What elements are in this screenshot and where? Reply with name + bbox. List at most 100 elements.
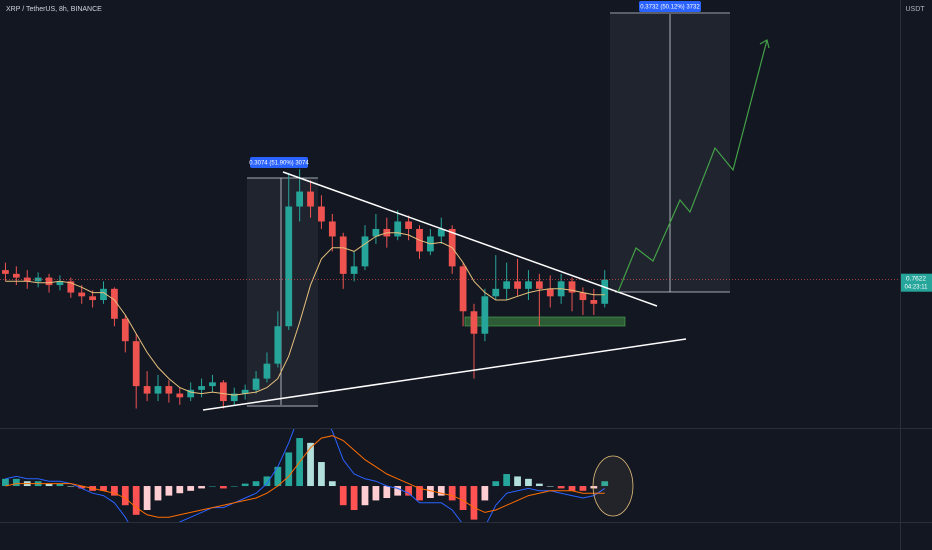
support-zone	[464, 316, 626, 327]
measure-box	[247, 178, 318, 407]
histogram-bar	[2, 478, 9, 487]
histogram-bar	[100, 486, 107, 491]
candle-body	[579, 292, 587, 301]
candle-body	[339, 236, 347, 274]
histogram-bar	[557, 486, 565, 489]
candle-body	[132, 341, 140, 387]
candle-body	[492, 288, 500, 297]
histogram-bar	[241, 483, 249, 487]
candle-body	[219, 382, 227, 402]
macd-pane	[2, 429, 609, 522]
histogram-bar	[546, 486, 554, 487]
histogram-bar	[568, 486, 576, 491]
annotation: 0.3074 (51.90%) 3074	[249, 161, 309, 167]
histogram-bar	[67, 486, 75, 487]
histogram-bar	[459, 486, 467, 511]
histogram-bar	[209, 486, 216, 487]
candle-body	[67, 281, 75, 293]
histogram-bar	[503, 474, 511, 487]
histogram-bar	[470, 486, 478, 520]
candle-body	[2, 270, 9, 274]
histogram-bar	[350, 486, 358, 511]
histogram-bar	[481, 486, 489, 501]
histogram-bar	[219, 486, 227, 489]
price-pane	[0, 169, 900, 409]
candle-body	[535, 281, 543, 289]
candle-body	[307, 191, 314, 207]
candle-body	[459, 266, 467, 312]
candle-body	[56, 281, 64, 286]
histogram-bar	[111, 486, 118, 496]
candle-body	[187, 389, 195, 398]
histogram-bar	[45, 483, 53, 487]
histogram-bar	[198, 486, 205, 489]
candle-body	[514, 281, 521, 289]
candle-body	[470, 311, 478, 334]
histogram-bar	[132, 486, 140, 515]
histogram-bar	[601, 481, 609, 487]
candle-body	[34, 277, 42, 282]
candle-body	[481, 296, 489, 334]
histogram-bar	[590, 486, 598, 489]
candle-body	[78, 292, 86, 297]
candle-body	[285, 206, 293, 327]
candle-body	[165, 386, 173, 394]
candle-body	[263, 363, 271, 379]
candle-body	[241, 389, 249, 394]
symbol-title: XRP / TetherUS, 8h, BINANCE	[6, 6, 102, 13]
histogram-bar	[252, 481, 260, 487]
histogram-bar	[187, 486, 195, 491]
candle-body	[111, 288, 118, 319]
annotation: 0.3732 (50.12%) 3732	[640, 5, 700, 11]
candle-body	[568, 281, 576, 293]
highlight-ellipse	[592, 455, 634, 517]
candle-body	[296, 191, 304, 207]
histogram-bar	[361, 486, 369, 506]
histogram-bar	[416, 486, 423, 501]
histogram-bar	[78, 486, 86, 489]
candle-body	[503, 281, 511, 289]
candle-body	[525, 281, 532, 289]
candle-body	[154, 386, 162, 394]
candle-body	[45, 277, 53, 286]
annotation-box	[639, 1, 701, 12]
histogram-bar	[514, 476, 521, 487]
histogram-bar	[230, 486, 238, 487]
candle-body	[394, 221, 402, 237]
histogram-bar	[427, 486, 434, 499]
candle-body	[405, 221, 412, 229]
histogram-bar	[448, 486, 456, 501]
candle-body	[601, 279, 609, 304]
trend-line	[202, 338, 687, 411]
histogram-bar	[437, 486, 445, 496]
histogram-bar	[307, 442, 314, 487]
candle-body	[209, 382, 216, 387]
macd-line	[5, 429, 605, 522]
candle-body	[437, 228, 445, 237]
candle-body	[350, 266, 358, 274]
candle-body	[546, 288, 554, 297]
histogram-bar	[263, 476, 271, 487]
histogram-bar	[372, 486, 380, 501]
histogram-bar	[56, 483, 64, 487]
candle-body	[176, 393, 184, 398]
histogram-bar	[285, 452, 293, 487]
trend-line	[282, 171, 658, 307]
histogram-bar	[535, 483, 543, 487]
candle-body	[274, 326, 282, 364]
histogram-bar	[405, 486, 412, 496]
histogram-bar	[339, 486, 347, 506]
candle-body	[89, 296, 96, 301]
histogram-bar	[318, 462, 325, 487]
candle-body	[372, 228, 380, 237]
projection-arrow	[759, 39, 770, 49]
annotation-box	[250, 157, 308, 168]
candle-body	[143, 386, 151, 394]
histogram-bar	[579, 486, 587, 491]
histogram-bar	[274, 466, 282, 487]
countdown: 04:23:11	[905, 284, 929, 290]
histogram-bar	[143, 486, 151, 511]
signal-line	[5, 435, 605, 518]
candle-body	[318, 206, 325, 222]
